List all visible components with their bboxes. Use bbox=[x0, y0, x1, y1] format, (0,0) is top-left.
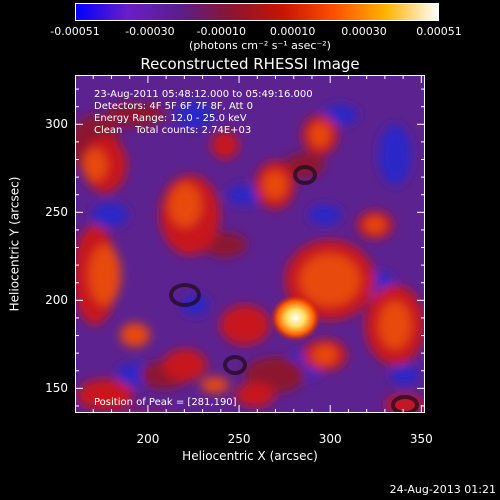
heatmap-high-region bbox=[77, 379, 133, 411]
x-tick-label: 200 bbox=[136, 432, 160, 446]
x-tick-label: 350 bbox=[409, 432, 433, 446]
y-tick-label: 200 bbox=[45, 293, 68, 308]
colorbar-units: (photons cm⁻² s⁻¹ asec⁻²) bbox=[189, 39, 331, 52]
heatmap-low-region bbox=[379, 125, 411, 185]
heatmap-bright-region bbox=[379, 301, 411, 349]
y-tick-label: 300 bbox=[45, 117, 68, 132]
y-tick-label: 150 bbox=[45, 381, 68, 396]
footer-date: 24-Aug-2013 01:21 bbox=[389, 483, 496, 496]
colorbar-tick-label: 0.00051 bbox=[416, 25, 462, 38]
heatmap-plot bbox=[75, 75, 425, 413]
y-tick-labels: 150 200 250 300 bbox=[30, 75, 68, 413]
colorbar-gradient bbox=[76, 4, 438, 20]
heatmap-bright-region bbox=[169, 183, 201, 227]
colorbar-tick-label: -0.00010 bbox=[196, 25, 247, 38]
heatmap-bright-region bbox=[89, 245, 121, 305]
heatmap-low-region bbox=[92, 203, 128, 227]
heatmap-bright-region bbox=[300, 254, 360, 306]
heatmap-bright-region bbox=[201, 377, 229, 393]
colorbar bbox=[75, 3, 439, 21]
axis-tick-marks bbox=[75, 75, 425, 413]
heatmap-background bbox=[75, 75, 425, 413]
heatmap-high-region bbox=[235, 383, 275, 407]
colorbar-tick-label: -0.00030 bbox=[125, 25, 175, 38]
heatmap-low-region bbox=[227, 185, 263, 205]
plot-frame bbox=[75, 75, 425, 413]
heatmap-bright-region bbox=[313, 345, 337, 365]
x-tick-label: 300 bbox=[318, 432, 342, 446]
peak-position-label: Position of Peak = [281,190] bbox=[94, 397, 237, 408]
heatmap-bright-region bbox=[263, 171, 287, 199]
annotation-line-2: Detectors: 4F 5F 6F 7F 8F, Att 0 bbox=[94, 101, 254, 112]
heatmap-high-region bbox=[163, 349, 207, 381]
x-tick-label: 250 bbox=[227, 432, 251, 446]
heatmap-peak bbox=[269, 293, 322, 342]
annotation-line-3: Energy Range: 12.0 - 25.0 keV bbox=[94, 113, 247, 124]
chart-title: Reconstructed RHESSI Image bbox=[140, 55, 360, 73]
heatmap-bright-region bbox=[310, 123, 330, 147]
heatmap-bright-region bbox=[365, 217, 385, 233]
colorbar-tick-label: 0.00030 bbox=[341, 25, 387, 38]
heatmap-low-region bbox=[391, 365, 419, 385]
heatmap-high-region bbox=[220, 305, 270, 345]
colorbar-ticks: -0.00051 -0.00030 -0.00010 0.00010 0.00030 0.… bbox=[50, 25, 461, 39]
x-axis-label: Heliocentric X (arcsec) bbox=[182, 449, 318, 463]
y-axis-label: Heliocentric Y (arcsec) bbox=[7, 176, 21, 312]
colorbar-tick-label: -0.00051 bbox=[50, 25, 100, 38]
heatmap-low-region bbox=[309, 205, 341, 225]
annotation-line-4: Clean Total counts: 2.74E+03 bbox=[94, 125, 252, 136]
heatmap-bright-region bbox=[120, 323, 150, 347]
heatmap-dark-contour bbox=[293, 165, 317, 185]
heatmap-mid-region bbox=[105, 103, 165, 127]
heatmap-bright-region bbox=[83, 149, 107, 181]
heatmap-high-region bbox=[211, 131, 239, 159]
heatmap-dark-contour bbox=[169, 283, 201, 307]
heatmap-low-region bbox=[181, 295, 209, 315]
heatmap-dark-contours bbox=[169, 165, 419, 413]
colorbar-tick-label: 0.00010 bbox=[269, 25, 316, 38]
heatmap-low-region bbox=[175, 101, 215, 129]
x-tick-labels: 200 250 300 350 bbox=[75, 432, 432, 448]
annotation-line-1: 23-Aug-2011 05:48:12.000 to 05:49:16.000 bbox=[94, 89, 313, 100]
y-tick-label: 250 bbox=[45, 205, 68, 220]
heatmap-dark-contour bbox=[223, 355, 247, 375]
heatmap-dark-contour bbox=[391, 395, 419, 413]
